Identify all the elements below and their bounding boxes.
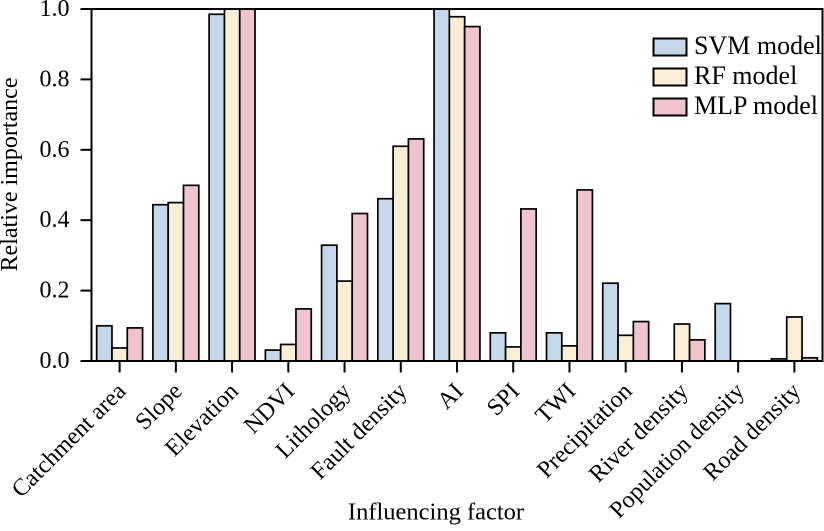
- svg-text:Relative importance: Relative importance: [0, 78, 23, 272]
- svg-text:0.4: 0.4: [40, 207, 70, 233]
- svg-text:MLP model: MLP model: [694, 91, 818, 120]
- svg-text:Influencing factor: Influencing factor: [348, 499, 524, 526]
- svg-text:0.8: 0.8: [40, 66, 70, 92]
- svg-text:1.0: 1.0: [40, 0, 70, 22]
- svg-text:RF model: RF model: [694, 61, 797, 90]
- svg-text:0.2: 0.2: [40, 278, 70, 304]
- svg-text:0.6: 0.6: [40, 137, 70, 163]
- svg-text:SVM model: SVM model: [694, 31, 822, 60]
- svg-text:0.0: 0.0: [40, 348, 70, 374]
